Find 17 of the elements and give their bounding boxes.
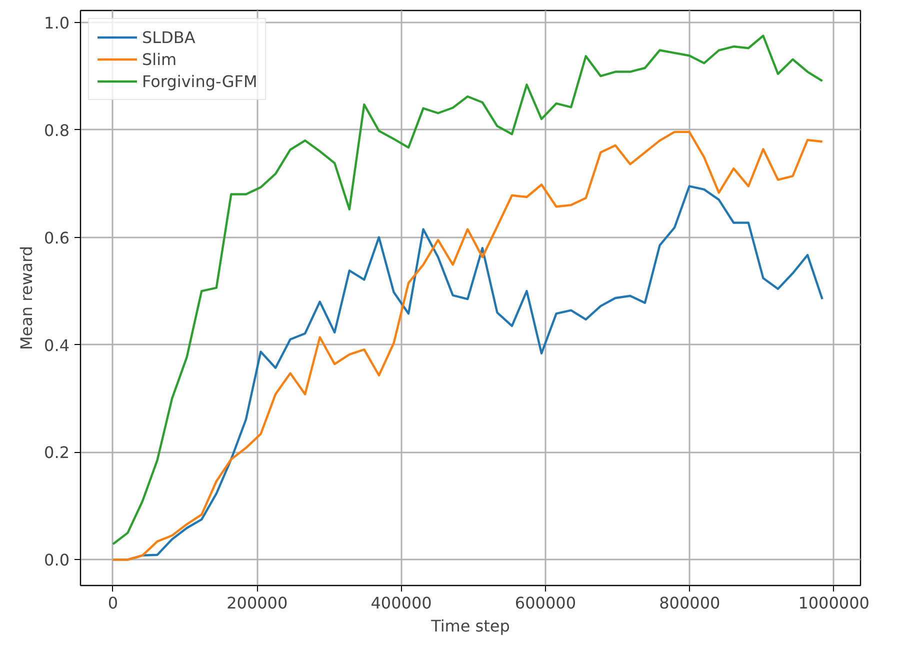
y-tick-label: 1.0 — [44, 13, 70, 32]
x-tick-label: 1000000 — [798, 594, 870, 612]
y-tick-label: 0.0 — [44, 550, 70, 570]
x-tick-label: 600000 — [514, 594, 576, 612]
legend-label: SLDBA — [142, 28, 196, 46]
x-tick-label: 0 — [108, 594, 118, 612]
x-tick-label: 400000 — [370, 594, 432, 612]
y-axis-title: Mean reward — [17, 246, 36, 350]
legend-label: Slim — [142, 50, 177, 68]
x-axis-title: Time step — [430, 616, 510, 636]
x-tick-label: 800000 — [659, 594, 720, 612]
y-tick-label: 0.2 — [44, 443, 70, 462]
y-tick-label: 0.8 — [44, 120, 70, 140]
y-tick-label: 0.6 — [44, 228, 70, 248]
legend-label: Forgiving-GFM — [142, 72, 258, 90]
y-tick-label: 0.4 — [44, 336, 70, 355]
x-tick-label: 200000 — [226, 594, 288, 612]
